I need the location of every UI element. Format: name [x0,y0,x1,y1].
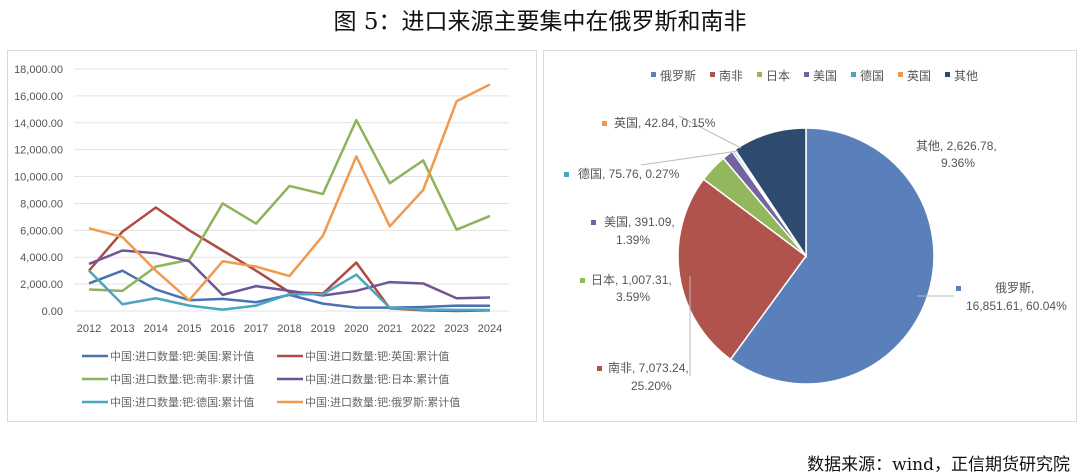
label-marker [580,278,585,283]
legend-marker [651,72,656,77]
data-label: 25.20% [631,379,672,393]
y-tick-label: 4,000.00 [20,252,63,264]
x-tick-label: 2024 [478,323,502,335]
legend-marker [945,72,950,77]
legend-label: 南非 [719,68,743,83]
legend-marker [851,72,856,77]
source-note: 数据来源：wind，正信期货研究院 [807,455,1070,475]
pie-slice-1 [677,178,808,361]
legend-label: 美国 [813,69,837,83]
x-tick-label: 2023 [444,323,468,335]
y-tick-label: 10,000.00 [14,172,63,184]
data-label: 南非, 7,073.24, [608,360,689,375]
x-tick-label: 2016 [210,323,234,335]
label-marker [956,286,961,291]
data-label: 美国, 391.09, [604,215,675,229]
series-line-4 [88,269,491,312]
y-tick-label: 12,000.00 [14,145,63,157]
legend-marker [710,72,715,77]
label-marker [597,366,602,371]
legend-label: 中国:进口数量:钯:俄罗斯:累计值 [305,396,460,409]
series-line-3 [88,249,491,300]
x-tick-label: 2012 [77,323,101,335]
x-tick-label: 2021 [378,323,402,335]
y-tick-label: 18,000.00 [14,64,63,76]
series-line-5 [88,83,491,302]
x-tick-label: 2014 [144,323,168,335]
x-tick-label: 2018 [277,323,301,335]
data-label: 德国, 75.76, 0.27% [578,166,680,181]
y-tick-label: 14,000.00 [14,118,63,130]
label-marker [564,172,569,177]
legend-label: 中国:进口数量:钯:南非:累计值 [110,373,254,386]
y-tick-label: 0.00 [42,306,63,318]
x-tick-label: 2022 [411,323,435,335]
x-tick-label: 2019 [311,323,335,335]
legend-label: 俄罗斯 [660,69,696,83]
data-label: 英国, 42.84, 0.15% [614,116,716,130]
y-tick-label: 16,000.00 [14,91,63,103]
legend-label: 中国:进口数量:钯:日本:累计值 [305,372,449,386]
x-tick-label: 2017 [244,323,268,335]
figure-title: 图 5：进口来源主要集中在俄罗斯和南非 [333,9,747,35]
y-tick-label: 2,000.00 [20,279,63,291]
data-label: 9.36% [941,156,975,170]
label-marker [602,121,607,126]
legend-label: 德国 [860,68,884,83]
data-label: 俄罗斯, [995,281,1034,295]
legend-label: 中国:进口数量:钯:英国:累计值 [305,349,449,363]
legend-label: 日本 [766,69,790,83]
x-tick-label: 2015 [177,323,201,335]
x-tick-label: 2020 [344,323,368,335]
line-chart: 0.00 2,000.00 4,000.00 6,000.00 8,000.00 10,0… [14,64,509,409]
data-label: 1.39% [616,233,650,247]
legend-label: 中国:进口数量:钯:美国:累计值 [110,350,254,363]
legend-marker [757,72,762,77]
legend-marker [804,72,809,77]
data-label: 日本, 1,007.31, [591,273,672,287]
x-tick-label: 2013 [110,323,134,335]
pie-slice-6 [733,127,807,259]
data-label: 3.59% [616,290,650,304]
legend-label: 中国:进口数量:钯:德国:累计值 [110,395,254,409]
legend-marker [898,72,903,77]
pie-chart-panel: 俄罗斯 南非 日本 美国 德国 英国 其他俄罗斯, 16,851.61, 60.04% 南非, … [543,50,1077,422]
data-label: 16,851.61, 60.04% [966,299,1067,313]
label-marker [591,220,596,225]
legend-label: 英国 [907,69,931,83]
leader-line [678,115,742,149]
series-line-2 [88,118,491,293]
y-tick-label: 6,000.00 [20,225,63,237]
data-label: 其他, 2,626.78, [916,139,997,153]
leader-line [640,150,739,166]
y-tick-label: 8,000.00 [20,198,63,210]
line-chart-panel: 0.00 2,000.00 4,000.00 6,000.00 8,000.00 10,0… [7,50,537,422]
legend-label: 其他 [954,69,978,83]
